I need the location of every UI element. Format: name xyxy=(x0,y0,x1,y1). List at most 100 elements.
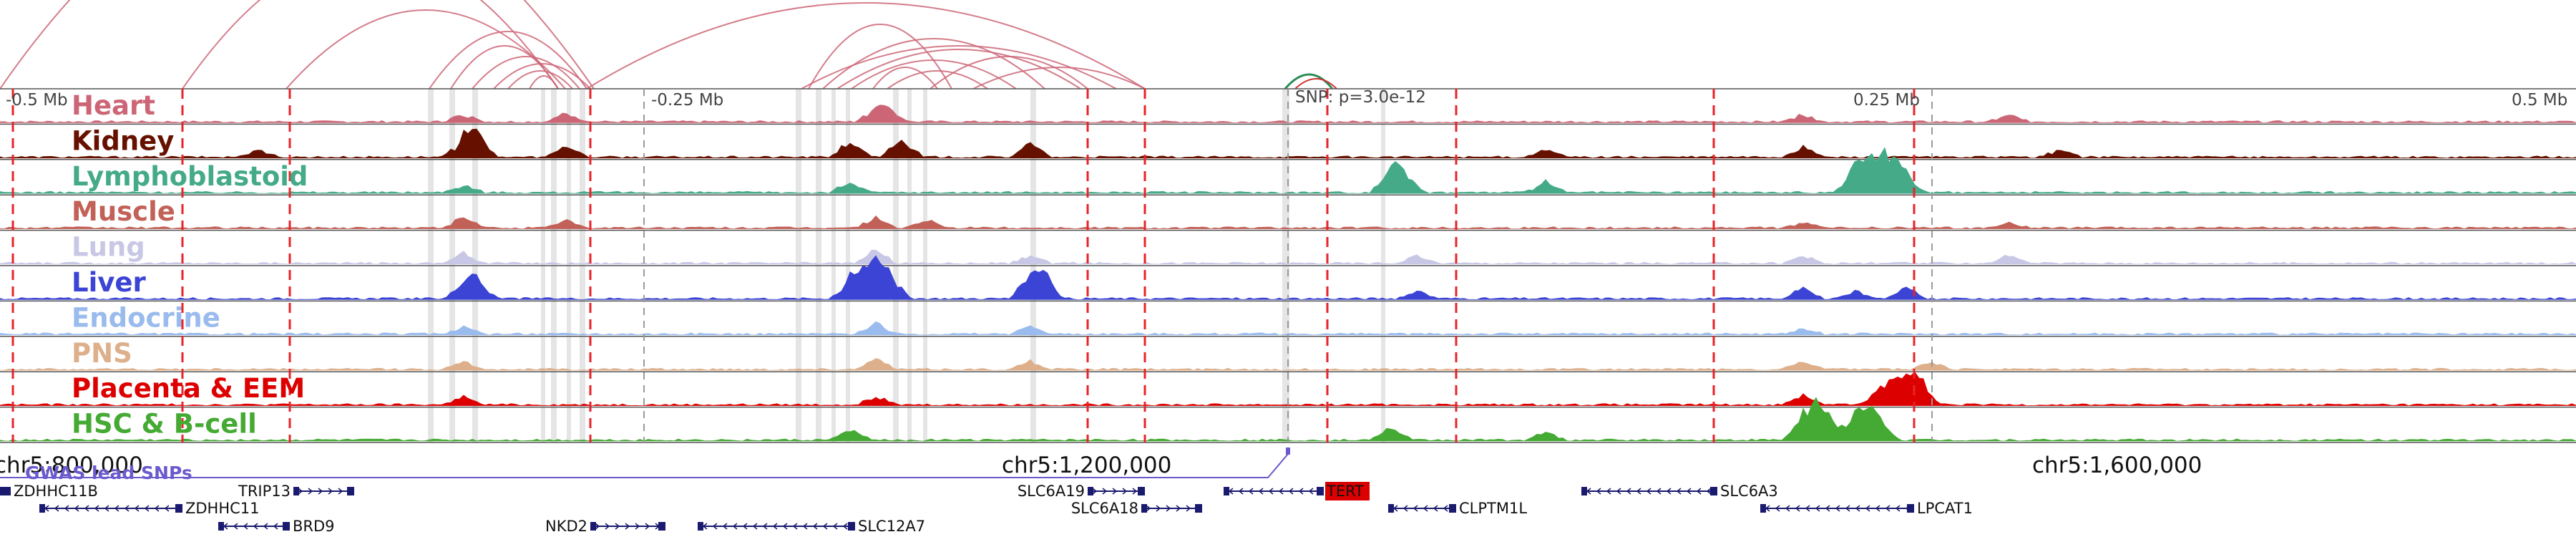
gene-strand-arrow-6 xyxy=(1176,505,1181,512)
loop-arc-15 xyxy=(872,67,938,90)
gene-strand-arrow-8 xyxy=(1895,505,1901,512)
gene-exon-5 xyxy=(39,504,45,513)
gene-strand-arrow-6 xyxy=(1166,505,1171,512)
loop-arc-12 xyxy=(822,38,1045,90)
gene-strand-arrow-3 xyxy=(1268,488,1274,495)
gene-label-7: CLPTM1L xyxy=(1459,500,1527,517)
gene-label-6: SLC6A18 xyxy=(1071,500,1138,517)
signal-9 xyxy=(0,397,2576,442)
scale-right-label: 0.5 Mb xyxy=(2512,91,2567,110)
gene-strand-arrow-4 xyxy=(1656,488,1662,495)
gene-exon-7 xyxy=(1388,504,1394,513)
gene-label-8: LPCAT1 xyxy=(1917,500,1973,517)
gene-strand-arrow-9 xyxy=(273,523,278,530)
scale-mid-left-label: -0.25 Mb xyxy=(651,91,723,110)
gene-strand-arrow-11 xyxy=(742,523,748,530)
gene-strand-arrow-5 xyxy=(54,505,59,512)
gene-exon-end-8 xyxy=(1907,504,1914,513)
gene-label-2: SLC6A19 xyxy=(1018,483,1085,500)
gene-exon-end-9 xyxy=(283,522,290,531)
gene-exon-8 xyxy=(1760,504,1766,513)
gene-exon-end-2 xyxy=(1138,487,1145,495)
snp-label: SNP: p=3.0e-12 xyxy=(1295,88,1426,107)
gene-strand-arrow-8 xyxy=(1835,505,1840,512)
gene-strand-arrow-8 xyxy=(1845,505,1850,512)
signal-2 xyxy=(0,147,2576,194)
gene-strand-arrow-9 xyxy=(233,523,238,530)
gene-strand-arrow-5 xyxy=(164,505,170,512)
gene-exon-end-5 xyxy=(175,504,182,513)
gene-strand-arrow-11 xyxy=(792,523,798,530)
gene-strand-arrow-9 xyxy=(243,523,248,530)
gene-exon-3 xyxy=(1224,487,1229,495)
track-label-8: Placenta & EEM xyxy=(72,373,305,404)
signal-5 xyxy=(0,255,2576,300)
gene-strand-arrow-1 xyxy=(298,488,303,495)
gene-strand-arrow-5 xyxy=(104,505,109,512)
gene-strand-arrow-3 xyxy=(1278,488,1284,495)
gene-strand-arrow-1 xyxy=(328,488,333,495)
loop-arc-17 xyxy=(930,56,1088,90)
gene-strand-arrow-5 xyxy=(124,505,130,512)
gene-strand-arrow-11 xyxy=(842,523,848,530)
gene-strand-arrow-4 xyxy=(1646,488,1652,495)
gwas-connector-line xyxy=(0,453,1289,478)
scale-labels: -0.5 Mb -0.25 Mb 0.25 Mb 0.5 Mb SNP: p=3… xyxy=(6,88,2567,110)
gene-strand-arrow-5 xyxy=(134,505,140,512)
chromatin-loop-arcs xyxy=(0,0,1337,90)
loop-arc-2 xyxy=(286,9,566,90)
gene-strand-arrow-4 xyxy=(1626,488,1631,495)
gene-strand-arrow-3 xyxy=(1258,488,1264,495)
track-label-4: Lung xyxy=(72,232,145,263)
gene-exon-1 xyxy=(293,487,299,495)
loop-arc-snp xyxy=(1284,73,1334,90)
gene-strand-arrow-11 xyxy=(832,523,838,530)
signal-7 xyxy=(0,358,2576,371)
gene-highlight-box-3 xyxy=(1325,482,1370,500)
gene-strand-arrow-4 xyxy=(1616,488,1621,495)
loop-arc-13 xyxy=(836,49,1081,90)
gene-strand-arrow-7 xyxy=(1413,505,1418,512)
gene-strand-arrow-10 xyxy=(645,523,650,530)
track-label-7: PNS xyxy=(72,338,132,369)
gene-strand-arrow-8 xyxy=(1885,505,1890,512)
signal-6 xyxy=(0,321,2576,336)
coordinate-axis: chr5:800,000 chr5:1,200,000 chr5:1,600,0… xyxy=(0,453,2202,478)
loop-arc-8 xyxy=(529,75,559,90)
gene-strand-arrow-2 xyxy=(1092,488,1098,495)
gene-exon-6 xyxy=(1141,504,1147,513)
gene-strand-arrow-8 xyxy=(1855,505,1860,512)
gene-strand-arrow-4 xyxy=(1706,488,1712,495)
gene-strand-arrow-6 xyxy=(1186,505,1191,512)
track-label-0: Heart xyxy=(72,90,155,121)
gene-exon-11 xyxy=(698,522,703,531)
gene-strand-arrow-11 xyxy=(712,523,718,530)
gene-strand-arrow-1 xyxy=(338,488,343,495)
gene-exon-9 xyxy=(218,522,224,531)
gene-strand-arrow-10 xyxy=(625,523,630,530)
gene-strand-arrow-2 xyxy=(1112,488,1118,495)
loop-arc-16 xyxy=(887,70,988,90)
scale-mid-right-label: 0.25 Mb xyxy=(1853,91,1920,110)
gene-strand-arrow-11 xyxy=(782,523,788,530)
loop-arc-3 xyxy=(429,31,587,90)
gene-strand-arrow-11 xyxy=(802,523,808,530)
gene-strand-arrow-1 xyxy=(308,488,313,495)
gene-exon-end-0 xyxy=(4,487,11,495)
gene-label-11: SLC12A7 xyxy=(858,518,925,535)
track-labels: Heart Kidney Lymphoblastoid Muscle Lung Liver… xyxy=(72,90,308,440)
signal-8 xyxy=(0,371,2576,406)
track-label-3: Muscle xyxy=(72,196,175,227)
loop-arc-9 xyxy=(586,2,1146,90)
gene-strand-arrow-11 xyxy=(822,523,828,530)
gwas-snp-marker xyxy=(1286,448,1290,455)
gene-strand-arrow-9 xyxy=(263,523,268,530)
gene-strand-arrow-4 xyxy=(1696,488,1702,495)
track-label-1: Kidney xyxy=(72,125,174,156)
gene-strand-arrow-8 xyxy=(1875,505,1880,512)
gene-strand-arrow-2 xyxy=(1122,488,1128,495)
gene-strand-arrow-11 xyxy=(722,523,728,530)
gene-exon-end-3 xyxy=(1317,487,1324,495)
gene-strand-arrow-5 xyxy=(74,505,79,512)
